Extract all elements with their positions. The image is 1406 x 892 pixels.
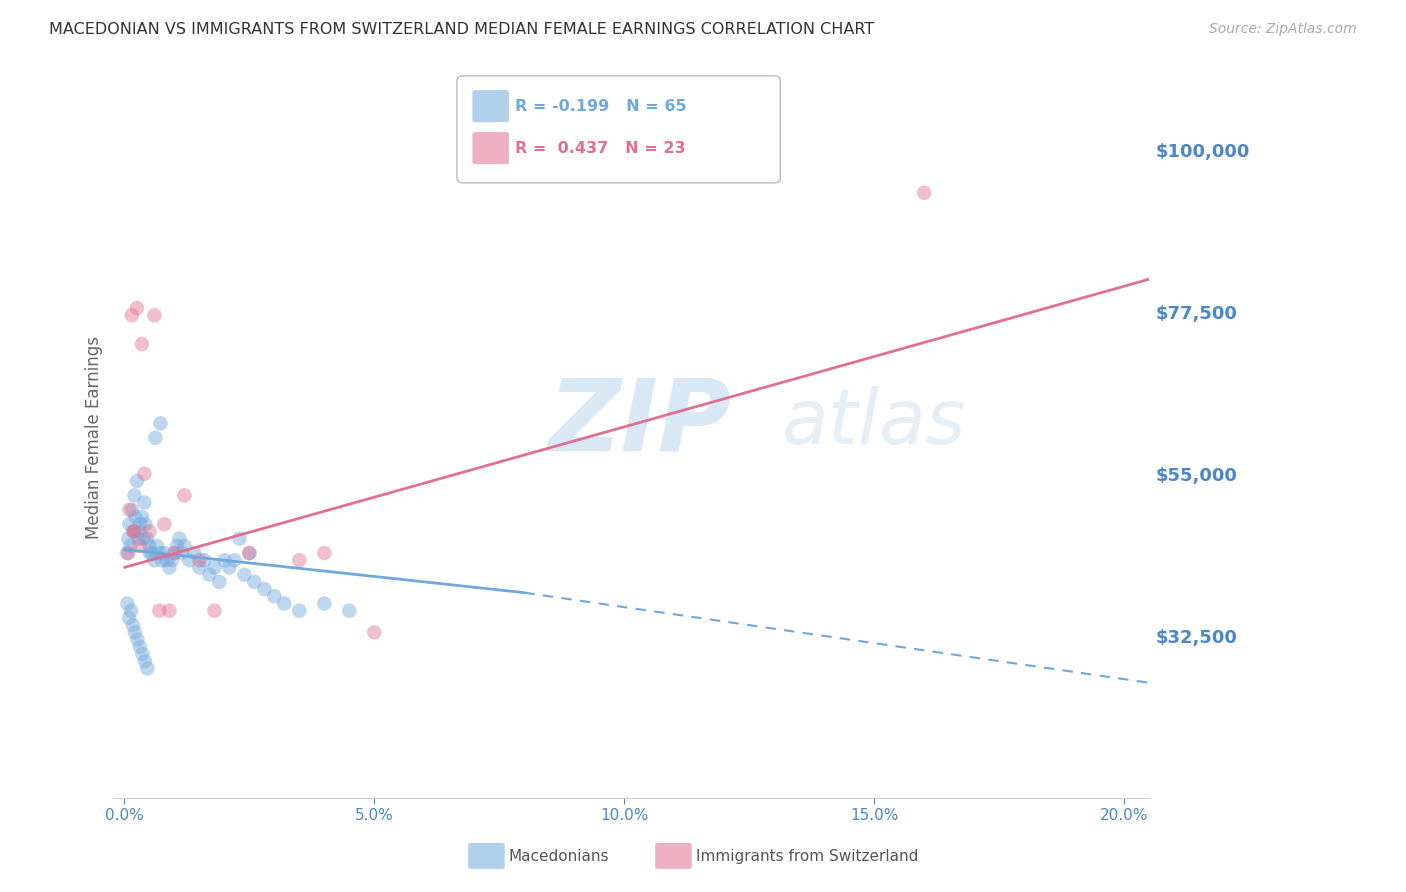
Point (148, 546, 170, 560)
Point (202, 604, 225, 618)
Point (337, 604, 360, 618)
Point (288, 553, 311, 567)
Point (134, 495, 156, 509)
Point (131, 510, 153, 524)
Point (136, 661, 159, 675)
Text: Macedonians: Macedonians (509, 849, 609, 863)
Point (134, 654, 156, 668)
Point (143, 553, 166, 567)
Point (120, 539, 142, 553)
Point (233, 567, 256, 582)
Point (117, 532, 139, 546)
Text: R = -0.199   N = 65: R = -0.199 N = 65 (515, 99, 686, 113)
Point (131, 647, 153, 661)
Point (138, 524, 160, 539)
Point (127, 532, 149, 546)
Point (127, 632, 149, 647)
Point (128, 524, 150, 539)
Point (138, 539, 160, 553)
Point (169, 532, 191, 546)
Point (121, 503, 143, 517)
Point (173, 539, 195, 553)
Text: atlas: atlas (782, 386, 966, 460)
Point (135, 532, 157, 546)
Point (149, 417, 172, 431)
Point (124, 524, 146, 539)
Point (125, 474, 148, 488)
Y-axis label: Median Female Earnings: Median Female Earnings (86, 336, 103, 540)
Point (912, 186, 935, 200)
Point (153, 517, 176, 532)
Point (118, 611, 141, 625)
Point (163, 546, 186, 560)
Point (157, 604, 180, 618)
Point (122, 618, 145, 632)
Point (124, 625, 146, 640)
Text: ZIP: ZIP (548, 375, 733, 472)
Point (115, 546, 138, 560)
Point (118, 503, 141, 517)
Point (124, 488, 146, 502)
Point (314, 546, 336, 560)
Point (131, 337, 153, 351)
Point (120, 604, 142, 618)
Point (118, 517, 141, 532)
Point (134, 467, 156, 481)
Point (188, 560, 211, 574)
Point (243, 574, 266, 589)
Point (288, 604, 311, 618)
Point (143, 308, 166, 322)
Point (208, 574, 231, 589)
Text: R =  0.437   N = 23: R = 0.437 N = 23 (515, 141, 685, 155)
Text: Immigrants from Switzerland: Immigrants from Switzerland (696, 849, 918, 863)
Point (139, 546, 162, 560)
Point (263, 589, 285, 603)
Point (129, 517, 152, 532)
Point (238, 546, 260, 560)
Point (363, 625, 385, 640)
Text: MACEDONIAN VS IMMIGRANTS FROM SWITZERLAND MEDIAN FEMALE EARNINGS CORRELATION CHA: MACEDONIAN VS IMMIGRANTS FROM SWITZERLAN… (49, 22, 875, 37)
Point (198, 567, 221, 582)
Point (160, 553, 183, 567)
Point (166, 539, 188, 553)
Point (150, 553, 173, 567)
Point (128, 539, 150, 553)
Point (124, 510, 146, 524)
Point (117, 597, 139, 611)
Point (253, 582, 276, 596)
Point (173, 488, 195, 502)
Point (117, 546, 139, 560)
Point (218, 560, 240, 574)
Point (179, 553, 201, 567)
Point (146, 539, 169, 553)
Point (148, 604, 170, 618)
Point (183, 546, 205, 560)
Point (224, 553, 246, 567)
Point (122, 524, 145, 539)
Point (314, 597, 336, 611)
Point (163, 546, 186, 560)
Point (202, 560, 225, 574)
Text: Source: ZipAtlas.com: Source: ZipAtlas.com (1209, 22, 1357, 37)
Point (134, 517, 156, 532)
Point (122, 524, 145, 539)
Point (170, 546, 193, 560)
Point (132, 532, 155, 546)
Point (153, 546, 176, 560)
Point (238, 546, 260, 560)
Point (145, 431, 167, 445)
Point (129, 640, 152, 654)
Point (121, 308, 143, 322)
Point (188, 553, 211, 567)
Point (228, 532, 250, 546)
Point (156, 553, 179, 567)
Point (214, 553, 236, 567)
Point (273, 597, 295, 611)
Point (125, 301, 148, 315)
Point (141, 546, 163, 560)
Point (157, 560, 180, 574)
Point (193, 553, 215, 567)
